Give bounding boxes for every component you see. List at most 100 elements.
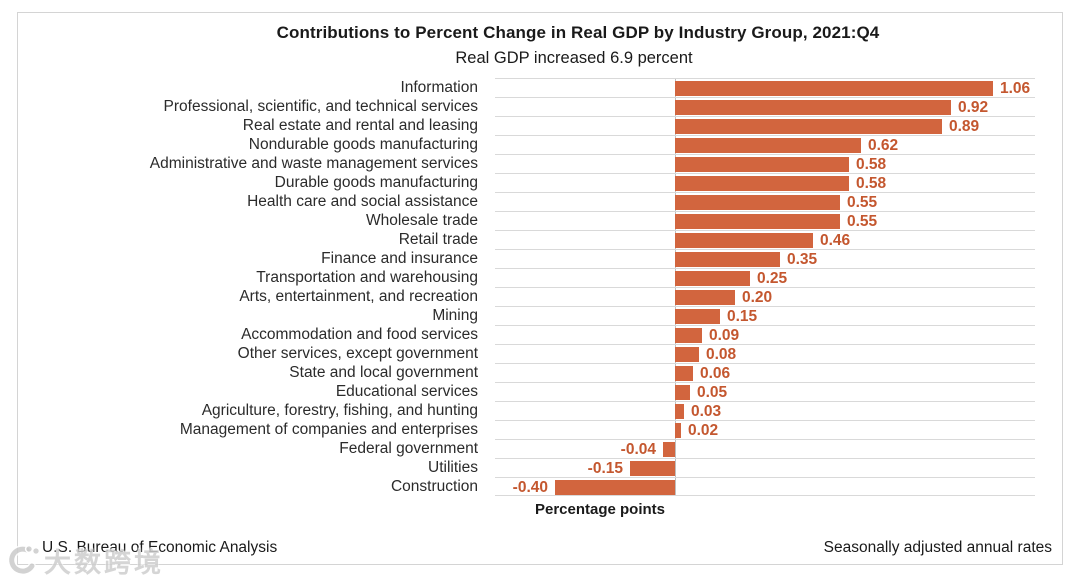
- chart-row: Educational services 0.05: [18, 382, 1062, 401]
- category-label: Agriculture, forestry, fishing, and hunt…: [201, 402, 478, 419]
- row-plot-area: -0.04: [495, 439, 1035, 458]
- chart-row: Durable goods manufacturing 0.58: [18, 173, 1062, 192]
- category-label: Educational services: [335, 383, 478, 400]
- category-label: Federal government: [339, 440, 478, 457]
- category-label: Management of companies and enterprises: [179, 421, 478, 438]
- value-label: 0.05: [697, 384, 728, 401]
- row-plot-area: 0.05: [495, 382, 1035, 401]
- category-label: Construction: [390, 478, 478, 495]
- chart-subtitle: Real GDP increased 6.9 percent: [455, 49, 693, 67]
- category-label: Utilities: [428, 459, 478, 476]
- row-plot-area: 0.46: [495, 230, 1035, 249]
- bar: [675, 309, 720, 324]
- category-label: Administrative and waste management serv…: [149, 155, 478, 172]
- bar: [675, 233, 813, 248]
- chart-row: Wholesale trade 0.55: [18, 211, 1062, 230]
- bar: [663, 442, 675, 457]
- chart-row: Nondurable goods manufacturing 0.62: [18, 135, 1062, 154]
- bar: [675, 100, 951, 115]
- value-label: 0.55: [847, 213, 878, 230]
- chart-row: Administrative and waste management serv…: [18, 154, 1062, 173]
- row-plot-area: -0.15: [495, 458, 1035, 477]
- bar: [675, 347, 699, 362]
- row-plot-area: 0.20: [495, 287, 1035, 306]
- bar: [675, 195, 840, 210]
- value-label: 0.09: [709, 327, 740, 344]
- category-label: Mining: [432, 307, 478, 324]
- category-label: Retail trade: [398, 231, 478, 248]
- category-label: Transportation and warehousing: [256, 269, 478, 286]
- value-label: -0.04: [620, 441, 656, 458]
- row-plot-area: 0.03: [495, 401, 1035, 420]
- bar: [675, 423, 681, 438]
- value-label: 0.35: [787, 251, 818, 268]
- row-plot-area: 0.25: [495, 268, 1035, 287]
- value-label: 0.58: [856, 175, 887, 192]
- chart-row: Retail trade 0.46: [18, 230, 1062, 249]
- x-axis-title: Percentage points: [534, 501, 666, 518]
- bar: [675, 81, 993, 96]
- bar: [675, 176, 849, 191]
- value-label: 0.55: [847, 194, 878, 211]
- category-label: State and local government: [289, 364, 478, 381]
- category-label: Health care and social assistance: [247, 193, 478, 210]
- category-label: Wholesale trade: [365, 212, 478, 229]
- row-plot-area: 0.06: [495, 363, 1035, 382]
- row-plot-area: 0.35: [495, 249, 1035, 268]
- bar: [675, 214, 840, 229]
- chart-row: Information 1.06: [18, 78, 1062, 97]
- row-plot-area: 0.55: [495, 192, 1035, 211]
- row-plot-area: 0.15: [495, 306, 1035, 325]
- value-label: -0.40: [512, 479, 548, 496]
- value-label: 0.89: [949, 118, 980, 135]
- row-plot-area: 0.09: [495, 325, 1035, 344]
- bar: [675, 404, 684, 419]
- bar: [630, 461, 675, 476]
- row-plot-area: 1.06: [495, 78, 1035, 97]
- bar: [675, 252, 780, 267]
- bar: [675, 157, 849, 172]
- category-label: Other services, except government: [237, 345, 478, 362]
- chart-row: Construction -0.40: [18, 477, 1062, 496]
- chart-row: Transportation and warehousing 0.25: [18, 268, 1062, 287]
- value-label: 0.20: [742, 289, 773, 306]
- chart-row: Finance and insurance 0.35: [18, 249, 1062, 268]
- value-label: 0.46: [820, 232, 851, 249]
- chart-row: Arts, entertainment, and recreation 0.20: [18, 287, 1062, 306]
- chart-row: Agriculture, forestry, fishing, and hunt…: [18, 401, 1062, 420]
- bar: [675, 385, 690, 400]
- row-plot-area: -0.40: [495, 477, 1035, 496]
- chart-row: Other services, except government 0.08: [18, 344, 1062, 363]
- chart-row: Federal government -0.04: [18, 439, 1062, 458]
- value-label: 0.58: [856, 156, 887, 173]
- value-label: 0.62: [868, 137, 899, 154]
- category-label: Real estate and rental and leasing: [242, 117, 478, 134]
- row-plot-area: 0.92: [495, 97, 1035, 116]
- bar: [675, 328, 702, 343]
- chart-rows: Information 1.06 Professional, scientifi…: [18, 78, 1062, 496]
- category-label: Information: [400, 79, 478, 96]
- row-plot-area: 0.58: [495, 173, 1035, 192]
- row-plot-area: 0.62: [495, 135, 1035, 154]
- bar: [675, 290, 735, 305]
- chart-row: Management of companies and enterprises …: [18, 420, 1062, 439]
- value-label: 0.92: [958, 99, 989, 116]
- value-label: 0.02: [688, 422, 719, 439]
- value-label: 0.03: [691, 403, 722, 420]
- chart-row: Health care and social assistance 0.55: [18, 192, 1062, 211]
- chart-title: Contributions to Percent Change in Real …: [276, 23, 880, 42]
- chart-row: Professional, scientific, and technical …: [18, 97, 1062, 116]
- value-label: 0.15: [727, 308, 758, 325]
- bar: [675, 366, 693, 381]
- category-label: Nondurable goods manufacturing: [248, 136, 478, 153]
- row-plot-area: 0.08: [495, 344, 1035, 363]
- chart-row: Utilities -0.15: [18, 458, 1062, 477]
- value-label: -0.15: [587, 460, 623, 477]
- row-plot-area: 0.89: [495, 116, 1035, 135]
- category-label: Durable goods manufacturing: [274, 174, 478, 191]
- source-note: U.S. Bureau of Economic Analysis: [42, 539, 278, 556]
- category-label: Accommodation and food services: [241, 326, 478, 343]
- bar: [675, 119, 942, 134]
- value-label: 0.25: [757, 270, 788, 287]
- row-plot-area: 0.02: [495, 420, 1035, 439]
